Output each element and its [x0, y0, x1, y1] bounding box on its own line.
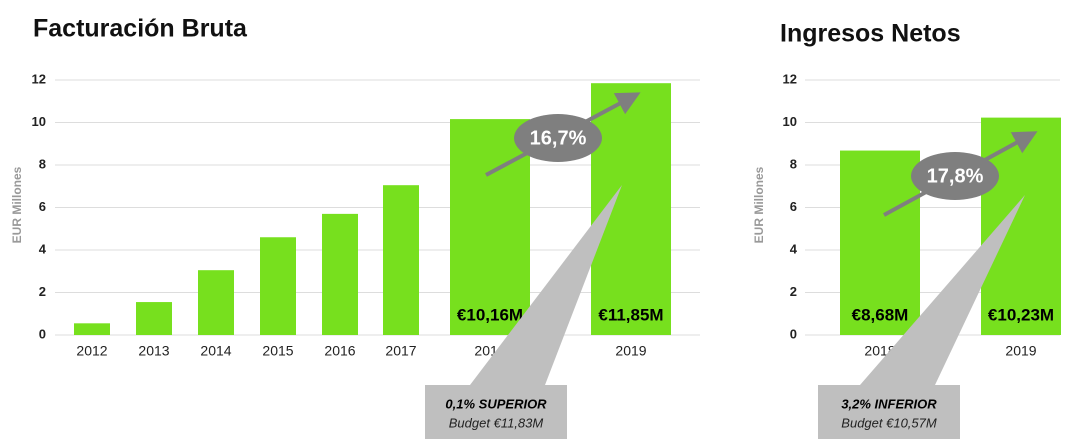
callout-text: Budget €11,83M — [449, 415, 544, 430]
callout-title: 0,1% SUPERIOR — [445, 396, 547, 411]
y-tick-label: 12 — [32, 71, 46, 86]
bar — [260, 237, 296, 335]
x-tick-label: 2012 — [76, 343, 107, 359]
callout-text: Budget €10,57M — [841, 415, 937, 430]
bar — [198, 270, 234, 335]
growth-label: 17,8% — [927, 165, 984, 187]
chart-title: Ingresos Netos — [780, 20, 961, 48]
callout-pointer — [470, 185, 622, 385]
y-tick-label: 10 — [783, 114, 797, 129]
chart-title: Facturación Bruta — [33, 15, 248, 43]
y-axis-label: EUR Millones — [10, 166, 24, 243]
x-tick-label: 2019 — [615, 343, 646, 359]
y-tick-label: 10 — [32, 114, 46, 129]
y-tick-label: 6 — [790, 199, 797, 214]
x-tick-label: 2017 — [385, 343, 416, 359]
callout-box — [818, 385, 960, 439]
bar — [981, 117, 1061, 335]
y-tick-label: 12 — [783, 71, 797, 86]
y-tick-label: 2 — [39, 284, 46, 299]
value-label: €10,23M — [988, 305, 1054, 324]
growth-label: 16,7% — [530, 127, 587, 149]
y-tick-label: 8 — [39, 156, 46, 171]
callout-box — [425, 385, 567, 439]
y-tick-label: 2 — [790, 284, 797, 299]
y-tick-label: 0 — [790, 326, 797, 341]
bar — [840, 150, 920, 335]
y-tick-label: 4 — [39, 241, 47, 256]
y-tick-label: 8 — [790, 156, 797, 171]
bar — [136, 302, 172, 335]
callout-title: 3,2% INFERIOR — [841, 396, 937, 411]
bar — [322, 213, 358, 335]
value-label: €10,16M — [457, 305, 523, 324]
y-tick-label: 0 — [39, 326, 46, 341]
value-label: €8,68M — [852, 305, 909, 324]
x-tick-label: 2015 — [262, 343, 293, 359]
x-tick-label: 2013 — [138, 343, 169, 359]
y-axis-label: EUR Millones — [752, 166, 766, 243]
bar — [383, 185, 419, 335]
bar — [74, 323, 110, 335]
x-tick-label: 2019 — [1005, 343, 1036, 359]
x-tick-label: 2016 — [324, 343, 355, 359]
growth-bubble — [911, 152, 999, 200]
bar — [450, 119, 530, 335]
y-tick-label: 4 — [790, 241, 798, 256]
bar — [591, 83, 671, 335]
x-tick-label: 2014 — [200, 343, 231, 359]
callout-pointer — [860, 195, 1025, 385]
y-tick-label: 6 — [39, 199, 46, 214]
value-label: €11,85M — [598, 305, 663, 324]
growth-bubble — [514, 114, 602, 162]
